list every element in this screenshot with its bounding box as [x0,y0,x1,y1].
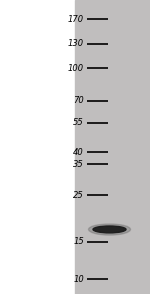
Ellipse shape [88,224,130,235]
Bar [75,0,150,294]
Text: 70: 70 [73,96,84,105]
Text: 25: 25 [73,191,84,200]
Text: 40: 40 [73,148,84,156]
Text: 100: 100 [68,64,84,73]
Text: 130: 130 [68,39,84,49]
Text: 35: 35 [73,160,84,169]
Text: 15: 15 [73,238,84,246]
Text: 170: 170 [68,15,84,24]
Bar [0,0,75,294]
Text: 55: 55 [73,118,84,127]
Ellipse shape [93,226,126,233]
Text: 10: 10 [73,275,84,284]
